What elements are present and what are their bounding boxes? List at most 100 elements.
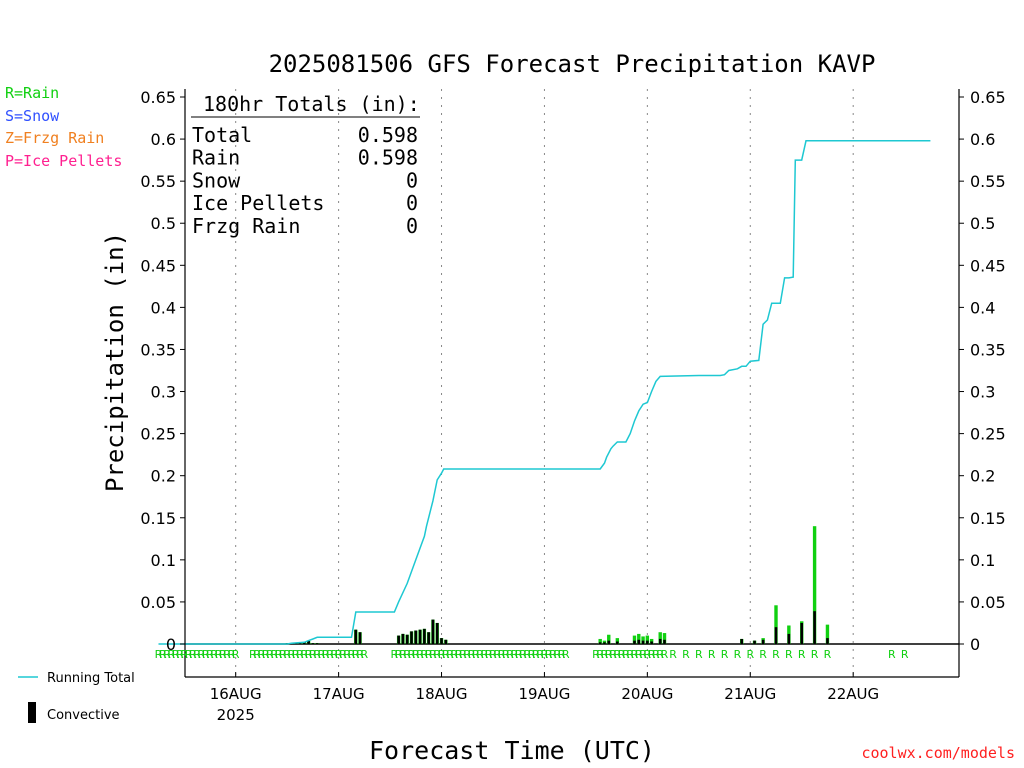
totals-row-value: 0: [406, 191, 418, 215]
legend-convective-label: Convective: [47, 708, 120, 723]
convective-bar-20: [440, 638, 443, 644]
y-tick-label-right: 0.25: [970, 425, 1006, 444]
precip-bar-36: [774, 605, 778, 644]
precip-type-marker: R: [746, 648, 754, 661]
convective-bar-21: [444, 639, 448, 644]
convective-bar-29: [646, 640, 649, 644]
y-tick-label-left: 0.05: [140, 593, 176, 612]
y-tick-label-right: 0.55: [970, 172, 1006, 191]
precip-type-marker: R: [228, 648, 236, 661]
precip-type-marker: R: [172, 648, 180, 661]
series-legend: Running Total Convective: [18, 671, 135, 723]
convective-bar-14: [414, 630, 418, 644]
x-tick-label: 19AUG: [518, 685, 570, 703]
precip-type-marker: R: [536, 648, 544, 661]
y-tick-label-left: 0.1: [151, 551, 176, 570]
convective-bar-7: [315, 643, 319, 644]
precip-type-marker: R: [330, 648, 338, 661]
convective-bar-17: [427, 632, 430, 644]
totals-row-label: Rain: [192, 146, 240, 170]
precip-type-marker: R: [348, 648, 356, 661]
precip-bar-39: [812, 526, 817, 644]
precip-type-marker: R: [901, 648, 909, 661]
precip-type-marker: R: [356, 648, 364, 661]
precip-type-marker: R: [206, 648, 214, 661]
convective-bar-12: [405, 634, 409, 644]
precip-type-marker: R: [493, 648, 501, 661]
precip-type-marker: R: [759, 648, 767, 661]
convective-bar-25: [616, 641, 619, 644]
convective-bar-4: [302, 642, 306, 644]
precip-type-marker: R: [785, 648, 793, 661]
precip-type-marker: R: [532, 648, 540, 661]
totals-row-value: 0.598: [358, 146, 418, 170]
convective-bar-5: [307, 640, 310, 644]
precip-type-marker: R: [202, 648, 210, 661]
convective-bar-9: [358, 632, 362, 644]
legend-frzg-rain: Z=Frzg Rain: [5, 129, 105, 147]
precip-type-marker: R: [656, 648, 664, 661]
grid-lines: [235, 89, 854, 677]
precip-bar-30: [649, 638, 654, 644]
y-tick-label-left: 0.65: [140, 88, 176, 107]
precip-type-marker: R: [193, 648, 201, 661]
precip-type-marker: R: [180, 648, 188, 661]
precip-type-marker: R: [309, 648, 317, 661]
precip-type-marker: R: [695, 648, 703, 661]
convective-bar-18: [431, 619, 435, 644]
y-tick-label-left: 0.2: [151, 467, 176, 486]
legend-rain: R=Rain: [5, 84, 60, 102]
precip-type-marker: R: [300, 648, 308, 661]
y-tick-label-left: 0.15: [140, 509, 176, 528]
precip-type-marker: R: [661, 648, 669, 661]
precip-type-marker: R: [442, 648, 450, 661]
precip-type-marker: R: [528, 648, 536, 661]
precip-type-marker: R: [644, 648, 652, 661]
precip-type-marker: R: [266, 648, 274, 661]
precip-type-marker: R: [421, 648, 429, 661]
y-tick-label-right: 0.4: [970, 298, 995, 317]
x-axis-label: Forecast Time (UTC): [369, 736, 655, 765]
precip-type-marker: R: [215, 648, 223, 661]
precip-bar-28: [641, 636, 645, 644]
convective-bar-16: [423, 628, 426, 644]
totals-box: 180hr Totals (in): Total 0.598 Rain 0.598 Sno…: [191, 92, 420, 238]
precip-type-marker: R: [798, 648, 806, 661]
precip-type-marker: R: [498, 648, 506, 661]
precip-type-marker: R: [669, 648, 677, 661]
y-tick-label-right: 0.1: [970, 551, 995, 570]
convective-bar-34: [753, 640, 756, 644]
precip-type-marker: R: [652, 648, 660, 661]
legend-ice-pellets: P=Ice Pellets: [5, 151, 123, 170]
precip-type-marker: R: [322, 648, 330, 661]
precip-type-marker: R: [614, 648, 622, 661]
precip-type-marker: R: [682, 648, 690, 661]
precip-type-marker: R: [639, 648, 647, 661]
precip-bars: [185, 526, 959, 645]
y-tick-label-right: 0.3: [970, 383, 995, 402]
chart-title: 2025081506 GFS Forecast Precipitation KA…: [268, 50, 876, 78]
convective-bar-36: [774, 627, 778, 644]
precip-type-marker: R: [592, 648, 600, 661]
precip-type-marker: R: [485, 648, 493, 661]
convective-bar-31: [658, 638, 662, 644]
precip-type-marker: R: [425, 648, 433, 661]
precip-type-marker: R: [553, 648, 561, 661]
precip-type-marker: R: [429, 648, 437, 661]
precip-type-marker: R: [734, 648, 742, 661]
precip-type-marker: R: [318, 648, 326, 661]
totals-row-label: Total: [192, 123, 252, 147]
precip-type-marker: R: [159, 648, 167, 661]
precip-type-marker: R: [352, 648, 360, 661]
legend-convective-swatch: [28, 702, 36, 723]
running-total-line: [158, 140, 931, 645]
totals-row-label: Frzg Rain: [192, 214, 300, 238]
precip-type-marker: R: [772, 648, 780, 661]
precip-bar-25: [615, 638, 620, 644]
convective-bar-24: [607, 640, 611, 644]
precip-type-marker: R: [155, 648, 163, 661]
precip-type-marker: R: [412, 648, 420, 661]
precip-type-marker: R: [416, 648, 424, 661]
precip-type-marker: R: [403, 648, 411, 661]
